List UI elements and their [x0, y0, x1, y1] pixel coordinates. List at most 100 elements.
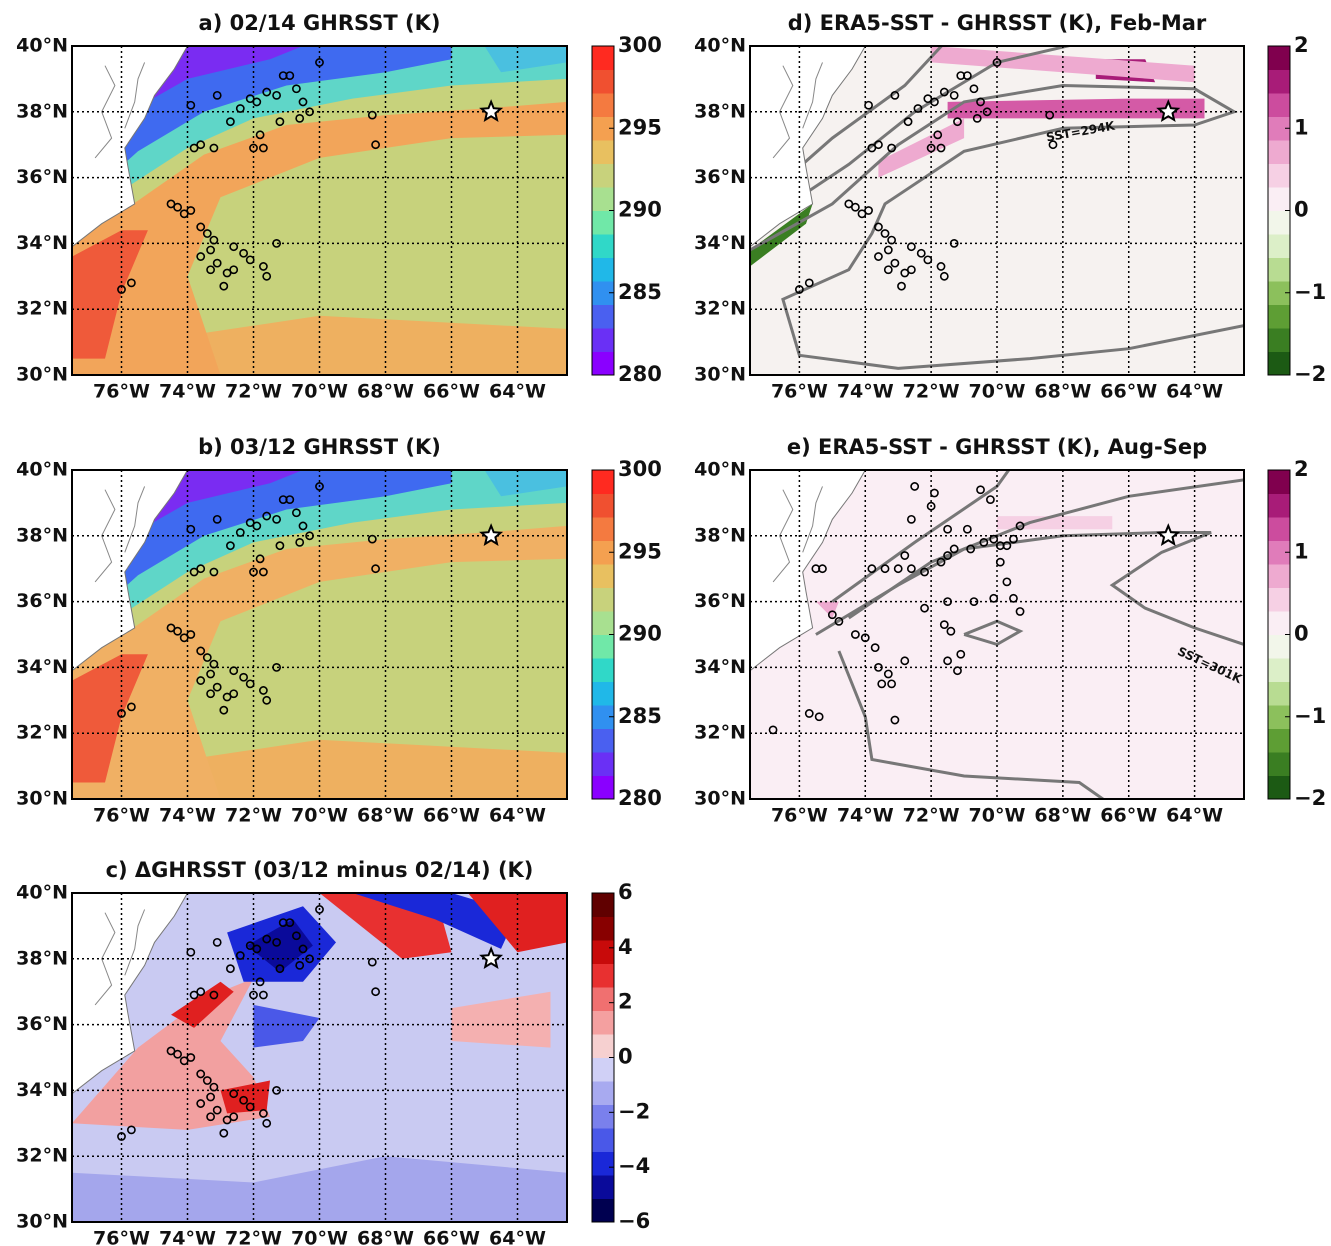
panel-title: d) ERA5-SST - GHRSST (K), Feb-Mar — [788, 11, 1207, 35]
lat-tick-label: 36°N — [16, 1013, 68, 1035]
lon-tick-label: 70°W — [969, 381, 1026, 403]
lat-tick-label: 40°N — [16, 459, 68, 481]
colorbar-tick-label: 290 — [618, 622, 662, 646]
lat-tick-label: 32°N — [694, 722, 746, 744]
lon-tick-label: 74°W — [837, 381, 894, 403]
colorbar-step — [592, 1011, 614, 1035]
map-panel: SST=294K30°N32°N34°N36°N38°N40°N76°W74°W… — [694, 11, 1326, 403]
map-field: SST=301K — [750, 463, 1245, 805]
colorbar-step — [1268, 234, 1290, 258]
colorbar-tick-label: 4 — [618, 935, 633, 959]
lat-tick-label: 40°N — [694, 459, 746, 481]
colorbar-tick-label: −1 — [1294, 704, 1326, 728]
lon-tick-label: 66°W — [1100, 805, 1157, 827]
panel-title: a) 02/14 GHRSST (K) — [199, 11, 441, 35]
lon-tick-label: 64°W — [489, 381, 546, 403]
colorbar-tick-label: −2 — [1294, 786, 1326, 810]
colorbar-tick-label: 280 — [618, 362, 662, 386]
colorbar-step — [592, 564, 614, 588]
lon-tick-label: 76°W — [93, 805, 150, 827]
colorbar-step — [592, 729, 614, 753]
lat-tick-label: 34°N — [16, 232, 68, 254]
colorbar-tick-label: −2 — [1294, 362, 1326, 386]
figure: 30°N 32°N 34°N 36°N 38°N 40°N 76°W 74°W 72°W 70°W… — [0, 0, 1331, 1246]
colorbar-step — [1268, 164, 1290, 188]
lat-tick-label: 38°N — [16, 100, 68, 122]
colorbar-step — [592, 470, 614, 494]
colorbar-step — [1268, 494, 1290, 518]
colorbar-step — [592, 305, 614, 329]
lat-tick-label: 30°N — [694, 364, 746, 386]
panel-title: c) ΔGHRSST (03/12 minus 02/14) (K) — [106, 858, 534, 882]
colorbar-step — [1268, 93, 1290, 117]
map-field — [72, 46, 567, 375]
lat-tick-label: 40°N — [16, 35, 68, 57]
lat-tick-label: 38°N — [694, 100, 746, 122]
colorbar-step — [592, 494, 614, 518]
colorbar-step — [592, 517, 614, 541]
lat-tick-label: 30°N — [694, 788, 746, 810]
colorbar-step — [592, 987, 614, 1011]
lon-tick-label: 64°W — [1166, 805, 1223, 827]
colorbar-tick-label: 2 — [1294, 457, 1309, 481]
lon-tick-label: 64°W — [489, 805, 546, 827]
lon-tick-label: 74°W — [837, 805, 894, 827]
colorbar-step — [1268, 70, 1290, 94]
lat-tick-label: 32°N — [16, 298, 68, 320]
map-field — [72, 893, 567, 1222]
colorbar-tick-label: −4 — [618, 1154, 650, 1178]
colorbar-step — [1268, 635, 1290, 659]
map-panel: SST=301K30°N32°N34°N36°N38°N40°N76°W74°W… — [694, 435, 1326, 827]
colorbar-tick-label: 1 — [1294, 115, 1309, 139]
lon-tick-label: 68°W — [1034, 381, 1091, 403]
colorbar-step — [592, 70, 614, 94]
colorbar-step — [1268, 517, 1290, 541]
lon-tick-label: 72°W — [225, 1228, 282, 1246]
colorbar-tick-label: 2 — [618, 990, 633, 1014]
lat-tick-label: 40°N — [16, 882, 68, 904]
lat-tick-label: 34°N — [16, 656, 68, 678]
colorbar-tick-label: 300 — [618, 33, 662, 57]
colorbar-tick-label: 2 — [1294, 33, 1309, 57]
colorbar-step — [592, 1199, 614, 1223]
colorbar-step — [1268, 588, 1290, 612]
lon-tick-label: 76°W — [93, 381, 150, 403]
lon-tick-label: 72°W — [225, 805, 282, 827]
colorbar-tick-label: −1 — [1294, 280, 1326, 304]
lat-tick-label: 34°N — [16, 1079, 68, 1101]
lon-tick-label: 72°W — [903, 805, 960, 827]
colorbar-step — [592, 752, 614, 776]
colorbar-step — [592, 187, 614, 211]
lon-tick-label: 68°W — [357, 381, 414, 403]
lon-tick-label: 68°W — [1034, 805, 1091, 827]
lon-tick-label: 74°W — [159, 1228, 216, 1246]
lon-tick-label: 70°W — [291, 805, 348, 827]
map-panel: 30°N32°N34°N36°N38°N40°N76°W74°W72°W70°W… — [16, 11, 662, 403]
lat-tick-label: 38°N — [694, 524, 746, 546]
lat-tick-label: 34°N — [694, 656, 746, 678]
colorbar-step — [592, 1128, 614, 1152]
lon-tick-label: 68°W — [357, 805, 414, 827]
colorbar-step — [592, 211, 614, 235]
colorbar-step — [592, 917, 614, 941]
colorbar-tick-label: 0 — [1294, 622, 1309, 646]
colorbar-step — [592, 1034, 614, 1058]
lat-tick-label: 36°N — [16, 590, 68, 612]
colorbar-tick-label: 0 — [1294, 198, 1309, 222]
colorbar-step — [1268, 328, 1290, 352]
colorbar-step — [592, 776, 614, 800]
lat-tick-label: 30°N — [16, 788, 68, 810]
colorbar-step — [592, 658, 614, 682]
lon-tick-label: 66°W — [423, 381, 480, 403]
colorbar-step — [1268, 352, 1290, 376]
lon-tick-label: 76°W — [771, 805, 828, 827]
lat-tick-label: 36°N — [694, 166, 746, 188]
colorbar-tick-label: 285 — [618, 704, 662, 728]
lat-tick-label: 38°N — [16, 947, 68, 969]
colorbar-tick-label: 290 — [618, 198, 662, 222]
lon-tick-label: 72°W — [903, 381, 960, 403]
colorbar-step — [592, 140, 614, 164]
colorbar-tick-label: 0 — [618, 1045, 633, 1069]
panel-title: b) 03/12 GHRSST (K) — [198, 435, 441, 459]
colorbar-step — [1268, 611, 1290, 635]
